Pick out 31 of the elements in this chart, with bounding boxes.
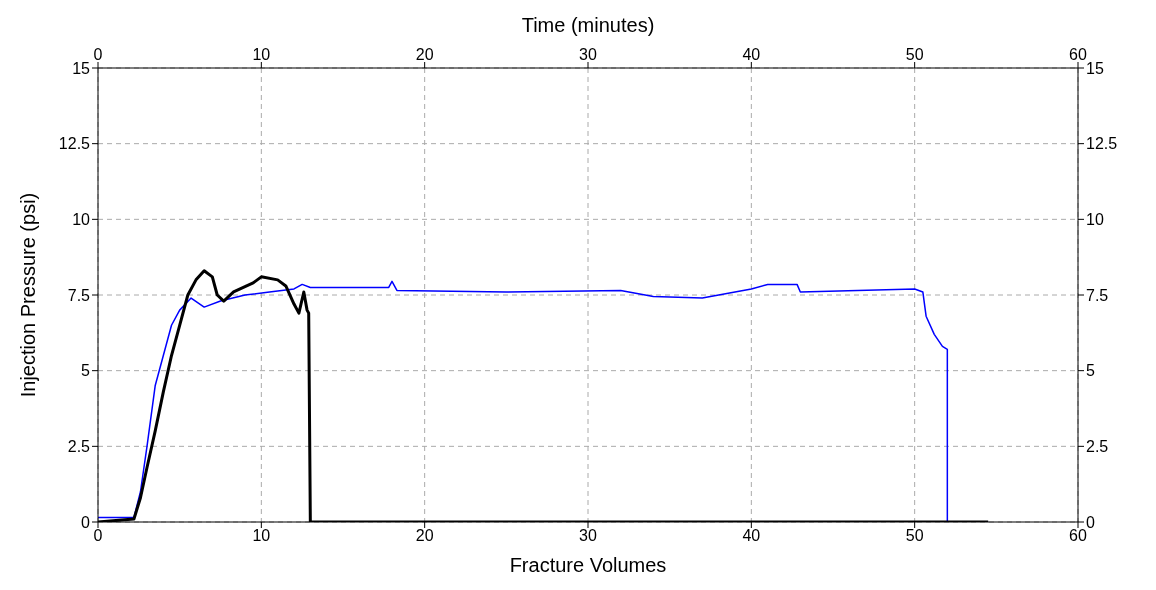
y2-tick-label: 2.5	[1086, 438, 1109, 456]
x-tick-label: 30	[579, 46, 597, 63]
y2-tick-label: 12.5	[1086, 135, 1118, 153]
x-tick-label: 10	[252, 46, 271, 63]
x2-tick-label: 30	[579, 527, 597, 545]
y2-tick-label: 0	[1086, 513, 1095, 531]
x2-tick-label: 20	[415, 527, 434, 545]
y2-tick-label: 5	[1086, 362, 1095, 380]
x-tick-label: 0	[93, 46, 103, 63]
x2-tick-label: 10	[252, 527, 271, 545]
y-tick-label: 12.5	[58, 135, 91, 153]
x2-tick-label: 40	[742, 527, 761, 545]
y2-tick-label: 7.5	[1086, 286, 1109, 304]
y-tick-label: 10	[72, 211, 91, 229]
y-tick-label: 15	[72, 59, 91, 77]
y-tick-label: 0	[81, 513, 91, 531]
x-tick-label: 40	[742, 46, 761, 63]
x2-tick-label: 50	[905, 527, 924, 545]
x-tick-label: 60	[1069, 46, 1087, 63]
y2-tick-label: 10	[1086, 211, 1104, 229]
y-axis-title: Injection Pressure (psi)	[17, 192, 40, 398]
x2-tick-label: 0	[93, 527, 103, 545]
y2-tick-label: 15	[1086, 59, 1104, 77]
x-tick-label: 50	[905, 46, 924, 63]
x-axis-title: Fracture Volumes	[509, 554, 667, 576]
y-tick-label: 5	[81, 362, 91, 380]
x-tick-label: 20	[415, 46, 434, 63]
x2-axis-title: Time (minutes)	[521, 14, 655, 37]
x2-tick-label: 60	[1069, 527, 1087, 545]
y-tick-label: 2.5	[67, 438, 91, 456]
y-tick-label: 7.5	[67, 286, 91, 304]
